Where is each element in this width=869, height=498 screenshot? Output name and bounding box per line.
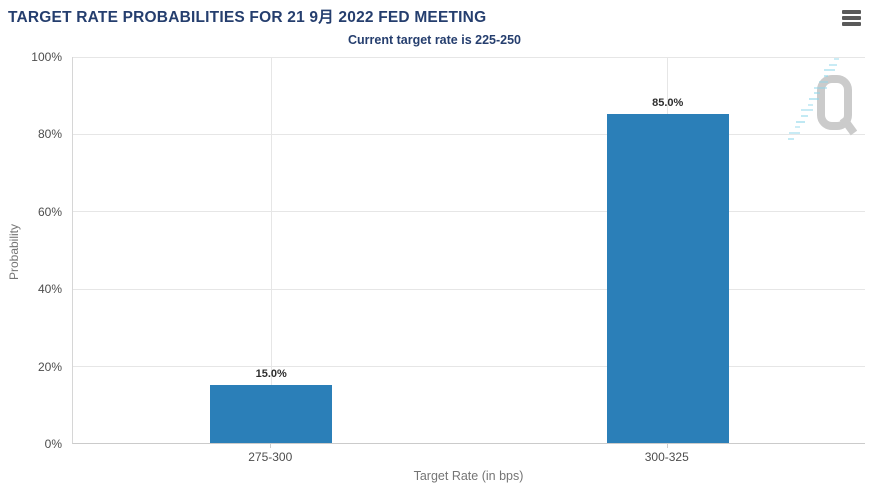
h-gridline bbox=[73, 366, 865, 368]
y-tick-label: 40% bbox=[37, 282, 62, 297]
hamburger-bar bbox=[842, 10, 861, 14]
y-tick-label: 80% bbox=[37, 127, 62, 142]
x-category-label: 275-300 bbox=[248, 450, 293, 464]
x-tick-mark bbox=[666, 444, 668, 448]
y-tick-label: 60% bbox=[37, 204, 62, 219]
chart-subtitle: Current target rate is 225-250 bbox=[348, 33, 521, 47]
hamburger-bar bbox=[842, 16, 861, 20]
chart-title: TARGET RATE PROBABILITIES FOR 21 9月 2022… bbox=[8, 9, 487, 26]
y-tick-label: 20% bbox=[37, 359, 62, 374]
hamburger-bar bbox=[842, 22, 861, 26]
y-tick-label: 0% bbox=[44, 437, 62, 451]
bar-value-label: 15.0% bbox=[255, 367, 287, 380]
bar-value-label: 85.0% bbox=[652, 97, 684, 110]
h-gridline bbox=[73, 133, 865, 135]
v-gridline bbox=[270, 57, 272, 443]
hamburger-icon[interactable] bbox=[842, 10, 861, 26]
x-category-label: 300-325 bbox=[644, 450, 689, 464]
h-gridline bbox=[73, 288, 865, 290]
y-axis-title: Probability bbox=[7, 223, 21, 281]
h-gridline bbox=[73, 211, 865, 213]
x-axis-title: Target Rate (in bps) bbox=[413, 469, 524, 483]
bar-300-325[interactable] bbox=[606, 114, 729, 443]
plot-area: 15.0% 85.0% bbox=[72, 56, 865, 444]
bar-275-300[interactable] bbox=[210, 384, 333, 443]
h-gridline bbox=[73, 56, 865, 58]
x-tick-mark bbox=[270, 444, 272, 448]
y-tick-label: 100% bbox=[31, 50, 62, 64]
